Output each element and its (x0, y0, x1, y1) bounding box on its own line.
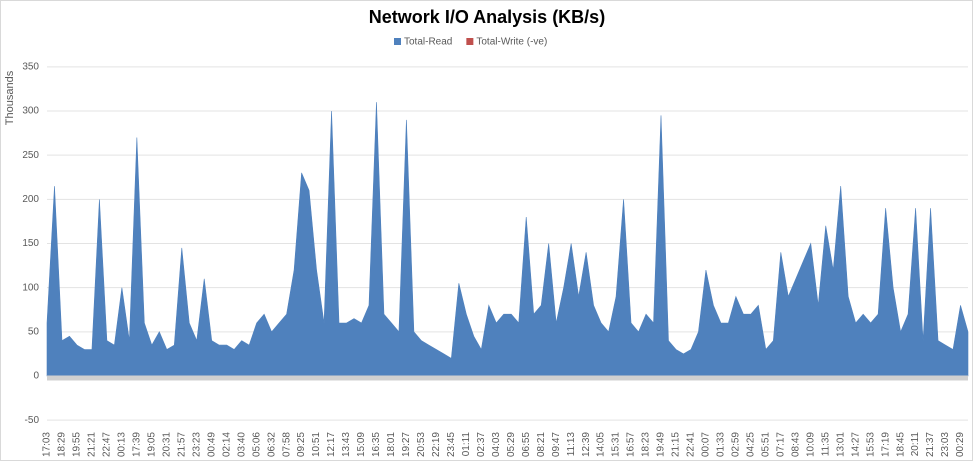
x-tick-label: 03:40 (236, 432, 247, 457)
legend-label: Total-Write (-ve) (476, 37, 547, 48)
x-tick-label: 02:14 (221, 432, 232, 457)
x-tick-label: 02:59 (731, 432, 742, 457)
x-tick-label: 13:01 (835, 432, 846, 457)
x-tick-label: 18:01 (386, 432, 397, 457)
x-tick-label: 08:43 (790, 432, 801, 457)
x-tick-label: 18:29 (57, 432, 68, 457)
x-tick-label: 20:31 (161, 432, 172, 457)
x-tick-label: 16:35 (371, 432, 382, 457)
x-tick-label: 23:03 (940, 432, 951, 457)
area-series (46, 102, 969, 377)
x-tick-label: 05:51 (760, 432, 771, 457)
x-tick-label: 05:06 (251, 432, 262, 457)
x-tick-label: 11:35 (820, 432, 831, 457)
y-tick-label: 300 (22, 106, 39, 117)
y-tick-label: 350 (22, 61, 39, 72)
x-tick-label: 00:49 (206, 432, 217, 457)
x-tick-label: 06:55 (521, 432, 532, 457)
x-tick-label: 07:17 (775, 432, 786, 457)
y-tick-label: -50 (25, 415, 40, 426)
y-tick-label: 50 (28, 326, 40, 337)
x-tick-label: 00:29 (955, 432, 966, 457)
x-tick-label: 22:47 (102, 432, 113, 457)
x-tick-label: 21:21 (87, 432, 98, 457)
chart-title: Network I/O Analysis (KB/s) (369, 7, 605, 27)
y-tick-label: 0 (33, 371, 39, 382)
legend-label: Total-Read (404, 37, 452, 48)
x-tick-label: 21:57 (176, 432, 187, 457)
x-tick-label: 17:19 (880, 432, 891, 457)
legend-swatch (466, 38, 474, 45)
x-tick-label: 07:58 (281, 432, 292, 457)
x-tick-label: 16:57 (626, 432, 637, 457)
y-tick-label: 100 (22, 282, 39, 293)
x-tick-label: 23:45 (446, 432, 457, 457)
x-tick-label: 21:15 (671, 432, 682, 457)
x-tick-label: 18:23 (641, 432, 652, 457)
x-tick-label: 01:11 (461, 432, 472, 457)
y-tick-label: 250 (22, 150, 39, 161)
x-tick-label: 14:05 (596, 432, 607, 457)
x-tick-label: 20:11 (910, 432, 921, 457)
x-tick-label: 10:09 (805, 432, 816, 457)
x-tick-label: 04:25 (745, 432, 756, 457)
x-tick-label: 05:29 (506, 432, 517, 457)
x-tick-label: 19:05 (146, 432, 157, 457)
x-tick-label: 09:47 (551, 432, 562, 457)
x-tick-label: 17:03 (42, 432, 53, 457)
x-tick-label: 20:53 (416, 432, 427, 457)
x-tick-label: 22:41 (686, 432, 697, 457)
x-tick-label: 02:37 (476, 432, 487, 457)
x-tick-label: 19:55 (72, 432, 83, 457)
x-tick-label: 01:33 (716, 432, 727, 457)
x-tick-label: 08:21 (536, 432, 547, 457)
x-tick-label: 15:31 (611, 432, 622, 457)
x-tick-label: 21:37 (925, 432, 936, 457)
x-tick-label: 00:13 (117, 432, 128, 457)
y-axis-title: Thousands (4, 70, 16, 125)
x-tick-label: 23:23 (191, 432, 202, 457)
x-tick-label: 12:39 (581, 432, 592, 457)
x-tick-label: 15:09 (356, 432, 367, 457)
x-tick-label: 19:49 (656, 432, 667, 457)
x-tick-label: 13:43 (341, 432, 352, 457)
x-tick-label: 17:39 (131, 432, 142, 457)
x-tick-label: 22:19 (431, 432, 442, 457)
x-tick-label: 00:07 (701, 432, 712, 457)
x-tick-label: 14:27 (850, 432, 861, 457)
y-tick-label: 200 (22, 194, 39, 205)
x-tick-label: 09:25 (296, 432, 307, 457)
x-tick-label: 18:45 (895, 432, 906, 457)
y-tick-label: 150 (22, 238, 39, 249)
x-tick-label: 10:51 (311, 432, 322, 457)
x-tick-label: 11:13 (566, 432, 577, 457)
x-tick-label: 06:32 (266, 432, 277, 457)
x-tick-label: 15:53 (865, 432, 876, 457)
x-tick-label: 12:17 (326, 432, 337, 457)
legend-swatch (394, 38, 401, 45)
x-tick-label: 19:27 (401, 432, 412, 457)
x-tick-label: 04:03 (491, 432, 502, 457)
